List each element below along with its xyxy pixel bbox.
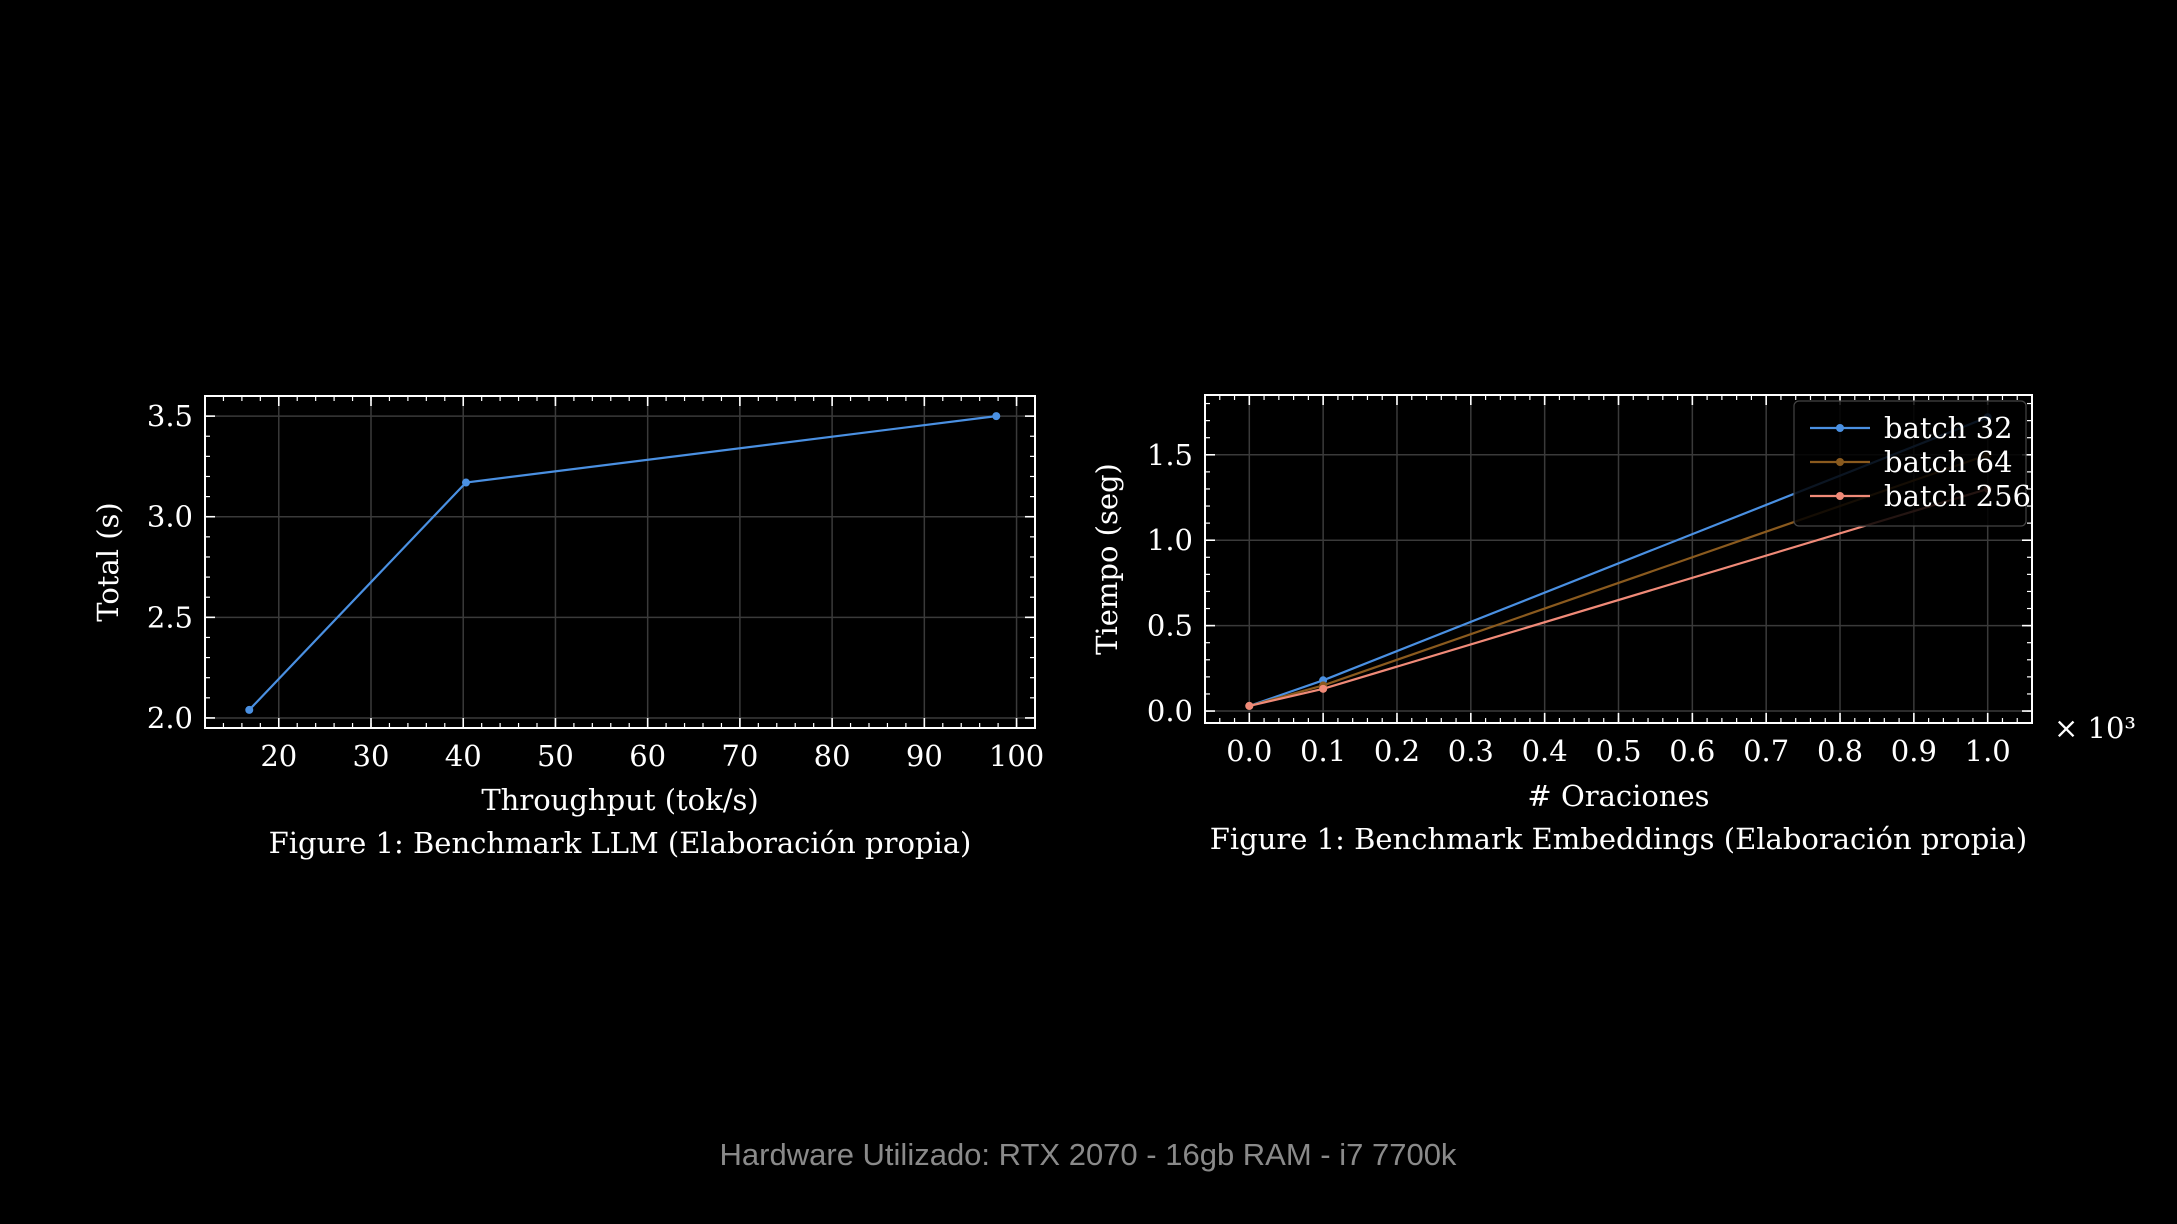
data-point-2 [1319, 684, 1328, 693]
y-tick-label: 0.5 [1147, 609, 1193, 643]
hardware-footer: Hardware Utilizado: RTX 2070 - 16gb RAM … [720, 1137, 1457, 1172]
y-tick-label: 1.0 [1147, 523, 1193, 557]
x-tick-label: 80 [814, 739, 851, 773]
x-tick-label: 0.4 [1522, 734, 1568, 768]
legend-marker [1836, 424, 1844, 432]
x-tick-label: 30 [353, 739, 390, 773]
figure-caption: Figure 1: Benchmark Embeddings (Elaborac… [1210, 822, 2027, 856]
data-point-0 [245, 705, 254, 714]
x-tick-label: 0.7 [1743, 734, 1789, 768]
y-axis-label: Total (s) [91, 502, 125, 622]
legend-label: batch 32 [1884, 411, 2013, 445]
y-tick-label: 3.5 [147, 399, 193, 433]
x-tick-label: 20 [260, 739, 297, 773]
x-tick-label: 60 [629, 739, 666, 773]
y-tick-label: 1.5 [1147, 438, 1193, 472]
x-axis-label: Throughput (tok/s) [481, 783, 758, 817]
y-axis-label: Tiempo (seg) [1090, 463, 1124, 655]
y-tick-label: 2.5 [147, 600, 193, 634]
x-tick-label: 40 [445, 739, 482, 773]
data-point-0 [992, 412, 1001, 421]
x-tick-label: 0.6 [1669, 734, 1715, 768]
x-tick-label: 0.8 [1817, 734, 1863, 768]
data-point-0 [461, 478, 470, 487]
x-tick-label: 0.1 [1300, 734, 1346, 768]
x-tick-label: 0.3 [1448, 734, 1494, 768]
series-line-0 [248, 415, 997, 711]
llm-benchmark-chart: 20 30 40 50 60 70 80 90 100 2.0 2.5 3.0 3.5 Throughpu… [91, 395, 1044, 860]
data-point-2 [1245, 701, 1254, 710]
x-tick-label: 0.2 [1374, 734, 1420, 768]
x-tick-label: 70 [721, 739, 758, 773]
y-tick-label: 2.0 [147, 701, 193, 735]
legend-marker [1836, 458, 1844, 466]
x-offset-label: × 10³ [2054, 711, 2136, 745]
embeddings-benchmark-chart: 0.0 0.1 0.2 0.3 0.4 0.5 0.6 0.7 0.8 0.9 1.0 0.0 0.5 1… [1090, 394, 2136, 856]
legend-marker [1836, 492, 1844, 500]
figure-caption: Figure 1: Benchmark LLM (Elaboración pro… [269, 826, 972, 860]
x-axis-label: # Oraciones [1527, 779, 1709, 813]
plot-frame [1204, 394, 2033, 724]
y-tick-label: 3.0 [147, 500, 193, 534]
x-tick-label: 100 [989, 739, 1044, 773]
x-tick-label: 0.9 [1891, 734, 1937, 768]
legend-box [1793, 400, 2027, 527]
legend-label: batch 64 [1884, 445, 2013, 479]
x-tick-label: 90 [906, 739, 943, 773]
y-tick-label: 0.0 [1147, 694, 1193, 728]
x-tick-label: 50 [537, 739, 574, 773]
x-tick-label: 1.0 [1965, 734, 2011, 768]
plot-frame [204, 395, 1036, 729]
legend-label: batch 256 [1884, 479, 2031, 513]
x-tick-label: 0.5 [1595, 734, 1641, 768]
x-tick-label: 0.0 [1226, 734, 1272, 768]
